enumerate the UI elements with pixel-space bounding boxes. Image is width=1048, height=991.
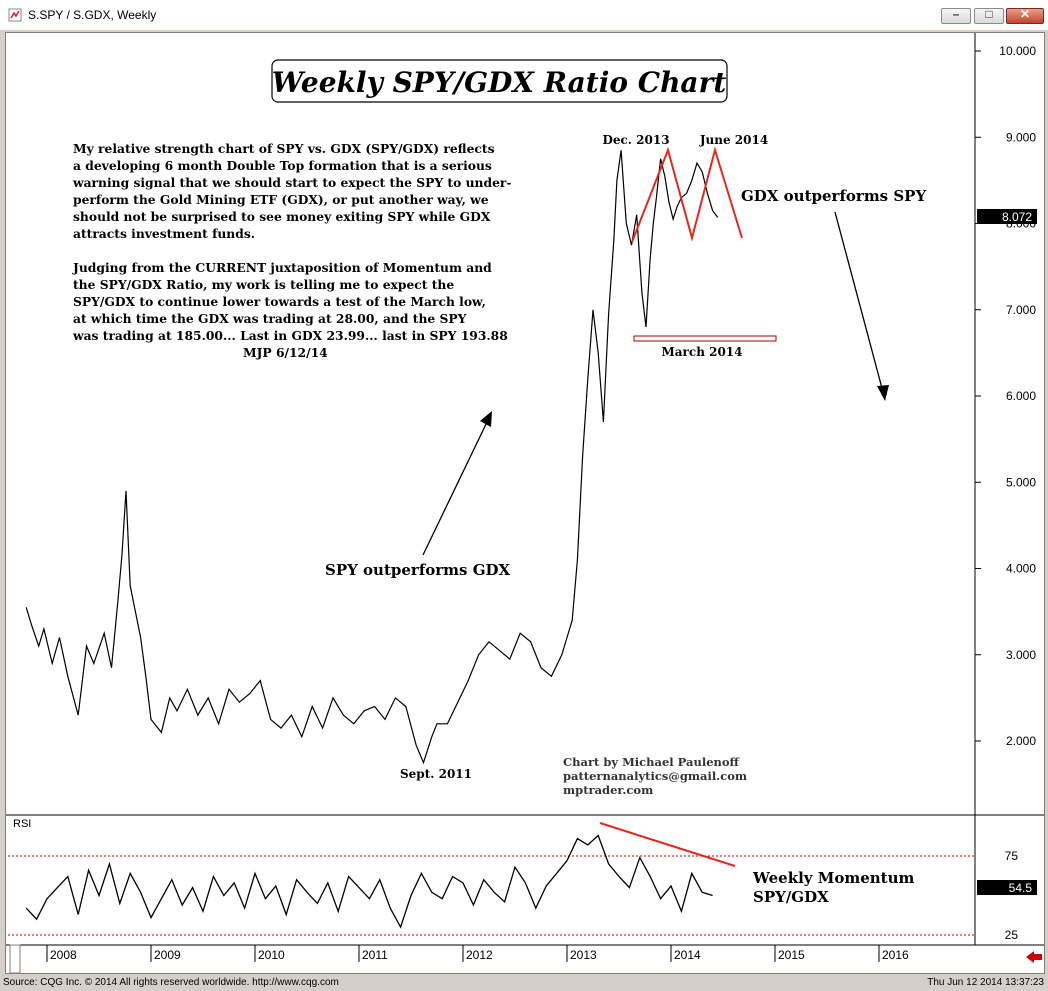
arrow-up	[422, 411, 492, 556]
time-tick-label: 2010	[258, 948, 285, 962]
status-bar: Source: CQG Inc. © 2014 All rights reser…	[0, 975, 1048, 991]
chart-app-icon	[8, 8, 22, 22]
commentary-line: was trading at 185.00... Last in GDX 23.…	[72, 328, 508, 343]
commentary-line: Judging from the CURRENT juxtaposition o…	[72, 260, 492, 275]
commentary-text: My relative strength chart of SPY vs. GD…	[72, 141, 511, 360]
credit-line: Chart by Michael Paulenoff	[563, 755, 741, 769]
credit-line: patternanalytics@gmail.com	[563, 769, 747, 783]
chart-title-box: Weekly SPY/GDX Ratio Chart	[271, 59, 728, 103]
commentary-line: attracts investment funds.	[73, 226, 255, 241]
label-spy-outperforms: SPY outperforms GDX	[325, 561, 511, 579]
timestamp: Thu Jun 12 2014 13:37:23	[927, 977, 1044, 988]
commentary-line: should not be surprised to see money exi…	[73, 209, 491, 224]
label-june-2014: June 2014	[699, 133, 768, 147]
maximize-button[interactable]: □	[974, 7, 1004, 24]
rsi-last-marker: 54.5	[977, 880, 1037, 895]
window-title: S.SPY / S.GDX, Weekly	[28, 8, 157, 22]
time-tick-label: 2014	[674, 948, 701, 962]
scroll-right-icon[interactable]	[1026, 951, 1042, 963]
time-tick-label: 2011	[362, 948, 388, 962]
momentum-divergence-line	[599, 822, 736, 867]
window-titlebar: S.SPY / S.GDX, Weekly – □ ✕	[0, 0, 1048, 30]
commentary-line: the SPY/GDX Ratio, my work is telling me…	[73, 277, 454, 292]
price-tick-label: 5.000	[1006, 475, 1036, 489]
minimize-icon: –	[952, 7, 960, 21]
close-icon: ✕	[1019, 7, 1031, 21]
rsi-line	[25, 834, 713, 929]
time-tick-label: 2015	[778, 948, 805, 962]
price-series	[25, 150, 719, 765]
time-tick-label: 2013	[570, 948, 597, 962]
price-tick-label: 7.000	[1006, 303, 1036, 317]
commentary-line: at which time the GDX was trading at 28.…	[73, 311, 467, 326]
chart-title: Weekly SPY/GDX Ratio Chart	[272, 66, 727, 99]
arrow-down	[834, 211, 889, 401]
label-sept-2011: Sept. 2011	[400, 767, 472, 781]
chart-credit: Chart by Michael Paulenoffpatternanalyti…	[563, 755, 747, 797]
time-tick-label: 2008	[50, 948, 77, 962]
price-tick-label: 4.000	[1006, 562, 1036, 576]
double-top-pattern	[631, 146, 743, 243]
commentary-line: MJP 6/12/14	[243, 345, 328, 360]
rsi-last-label: 54.5	[1009, 881, 1033, 895]
price-tick-label: 9.000	[1006, 130, 1036, 144]
time-tick-label: 2016	[882, 948, 909, 962]
last-price-label: 8.072	[1002, 210, 1032, 224]
time-axis: 2008 2009 2010 2011 2012 2013 2014 2015 2016	[46, 945, 909, 962]
march-low-support	[633, 335, 777, 342]
source-credit: Source: CQG Inc. © 2014 All rights reser…	[3, 977, 339, 988]
credit-line: mptrader.com	[563, 783, 653, 797]
rsi-tick-label: 25	[1005, 928, 1019, 942]
commentary-line: My relative strength chart of SPY vs. GD…	[73, 141, 495, 156]
price-tick-label: 3.000	[1006, 648, 1036, 662]
price-line	[25, 150, 719, 765]
price-tick-label: 10.000	[999, 44, 1036, 58]
label-dec-2013: Dec. 2013	[602, 133, 669, 147]
scroll-handle[interactable]	[9, 944, 21, 974]
rsi-tick-label: 75	[1005, 849, 1019, 863]
time-tick-label: 2012	[466, 948, 493, 962]
commentary-line: perform the Gold Mining ETF (GDX), or pu…	[73, 192, 489, 207]
rsi-series: 75 25	[8, 834, 1019, 942]
close-button[interactable]: ✕	[1006, 7, 1044, 24]
last-price-marker: 8.072	[977, 209, 1037, 224]
rsi-panel-label: RSI	[13, 818, 31, 830]
price-tick-label: 6.000	[1006, 389, 1036, 403]
chart-frame	[5, 32, 1045, 974]
time-tick-label: 2009	[154, 948, 181, 962]
label-gdx-outperforms: GDX outperforms SPY	[741, 187, 926, 205]
price-tick-label: 2.000	[1006, 734, 1036, 748]
label-march-2014: March 2014	[662, 345, 743, 359]
commentary-line: SPY/GDX to continue lower towards a test…	[73, 294, 486, 309]
commentary-line: warning signal that we should start to e…	[72, 175, 511, 190]
commentary-line: a developing 6 month Double Top formatio…	[73, 158, 492, 173]
label-spy-gdx: SPY/GDX	[753, 888, 829, 906]
label-weekly-momentum: Weekly Momentum	[752, 869, 915, 887]
maximize-icon: □	[985, 7, 993, 21]
price-axis: 10.0009.0008.0007.0006.0005.0004.0003.00…	[975, 44, 1036, 748]
minimize-button[interactable]: –	[941, 7, 971, 24]
